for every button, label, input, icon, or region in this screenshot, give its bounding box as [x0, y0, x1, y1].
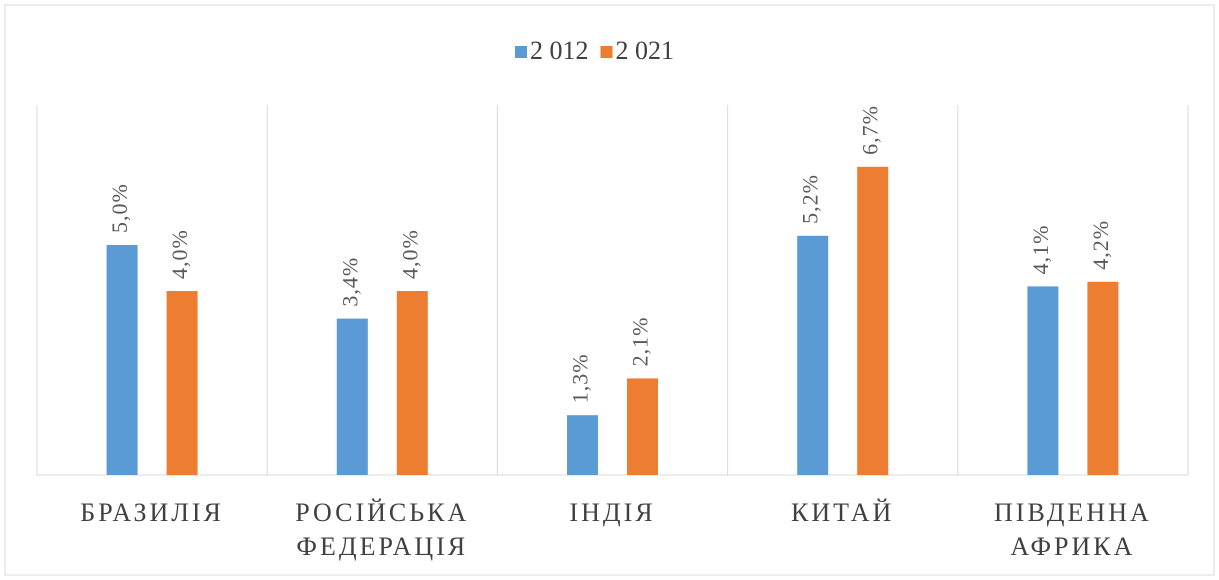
x-tick-label: БРАЗИЛІЯ — [80, 498, 224, 527]
chart-border — [4, 4, 1215, 576]
x-tick-label: КИТАЙ — [791, 498, 895, 527]
legend-swatch — [600, 46, 613, 58]
bar — [1027, 286, 1059, 475]
bar — [627, 378, 658, 475]
data-label: 2,1% — [628, 317, 653, 367]
data-label: 5,2% — [798, 174, 823, 224]
bar — [106, 245, 138, 475]
bar — [336, 318, 368, 475]
x-tick-label: РОСІЙСЬКА ФЕДЕРАЦІЯ — [295, 498, 470, 561]
data-label: 5,0% — [107, 183, 132, 233]
bar — [857, 166, 889, 476]
bar — [1087, 281, 1119, 475]
bar — [166, 291, 198, 475]
data-label: 4,2% — [1088, 220, 1113, 270]
x-tick-label: ІНДІЯ — [569, 498, 656, 527]
data-label: 3,4% — [337, 257, 362, 307]
data-label: 4,1% — [1028, 225, 1053, 275]
bar — [396, 291, 428, 475]
bar — [567, 415, 598, 475]
x-tick-label: ПІВДЕННА АФРИКА — [994, 498, 1152, 561]
bar — [797, 235, 829, 475]
data-label: 4,0% — [397, 229, 422, 279]
legend-label: 2 012 — [530, 36, 589, 65]
data-label: 4,0% — [167, 229, 192, 279]
legend-label: 2 021 — [616, 36, 675, 65]
legend-swatch — [515, 46, 527, 58]
data-label: 6,7% — [858, 105, 883, 155]
data-label: 1,3% — [568, 353, 593, 403]
